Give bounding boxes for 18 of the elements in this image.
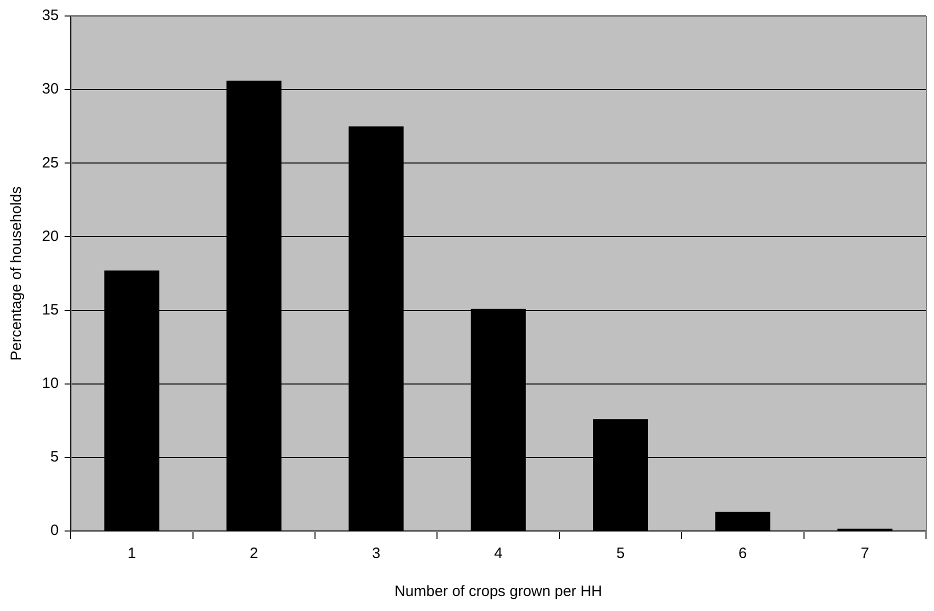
x-axis-title: Number of crops grown per HH bbox=[394, 583, 602, 600]
y-tick-label: 25 bbox=[42, 154, 59, 172]
y-tick-label: 30 bbox=[42, 80, 59, 98]
x-tick-label: 7 bbox=[860, 545, 870, 562]
y-tick-label: 10 bbox=[42, 375, 59, 392]
y-tick-label: 0 bbox=[50, 522, 59, 540]
x-tick-label: 2 bbox=[250, 545, 258, 562]
bar bbox=[715, 512, 770, 530]
x-tick-label: 1 bbox=[128, 545, 136, 562]
x-tick-label: 3 bbox=[372, 545, 380, 562]
y-tick-label: 5 bbox=[50, 448, 59, 466]
y-tick-label: 20 bbox=[42, 228, 59, 245]
y-axis-title: Percentage of households bbox=[8, 186, 26, 361]
y-tick-label: 15 bbox=[42, 301, 59, 318]
x-tick-label: 5 bbox=[616, 545, 625, 562]
y-tick-label: 35 bbox=[42, 7, 59, 24]
x-tick-label: 4 bbox=[494, 545, 503, 562]
x-tick-label: 6 bbox=[738, 545, 747, 562]
